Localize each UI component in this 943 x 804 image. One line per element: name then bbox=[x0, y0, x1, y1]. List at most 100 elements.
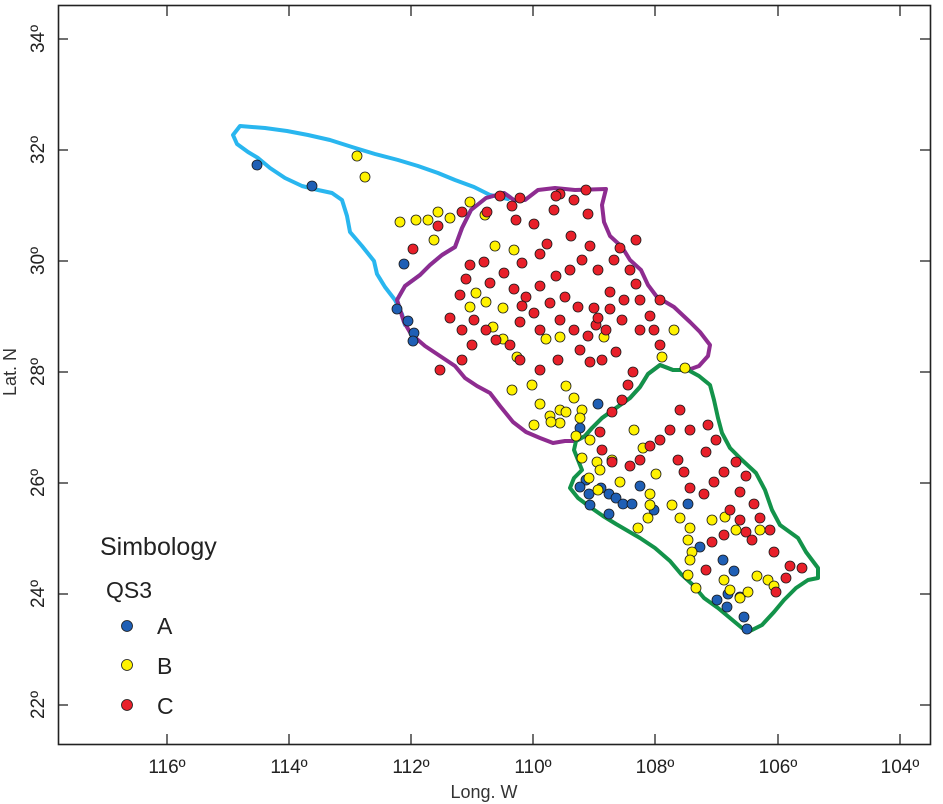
x-tick-label: 104º bbox=[881, 757, 920, 778]
site-marker-c bbox=[618, 294, 630, 306]
map-frame bbox=[57, 4, 932, 746]
site-marker-c bbox=[516, 300, 528, 312]
site-marker-b bbox=[410, 214, 422, 226]
site-marker-c bbox=[706, 536, 718, 548]
site-marker-b bbox=[554, 417, 566, 429]
site-marker-a bbox=[741, 623, 753, 635]
site-marker-c bbox=[506, 200, 518, 212]
site-marker-c bbox=[544, 297, 556, 309]
site-marker-c bbox=[582, 208, 594, 220]
region-outline-northwest bbox=[231, 124, 512, 327]
site-marker-c bbox=[588, 302, 600, 314]
site-marker-c bbox=[456, 324, 468, 336]
site-marker-a bbox=[711, 594, 723, 606]
site-marker-c bbox=[584, 356, 596, 368]
legend-label-b: B bbox=[157, 653, 172, 679]
site-marker-b bbox=[690, 582, 702, 594]
site-marker-b bbox=[724, 584, 736, 596]
site-marker-b bbox=[742, 586, 754, 598]
site-marker-b bbox=[359, 171, 371, 183]
site-marker-b bbox=[464, 301, 476, 313]
site-marker-b bbox=[508, 244, 520, 256]
site-marker-a bbox=[592, 398, 604, 410]
site-marker-c bbox=[796, 562, 808, 574]
site-marker-c bbox=[584, 240, 596, 252]
site-marker-b bbox=[422, 214, 434, 226]
site-marker-c bbox=[604, 303, 616, 315]
site-marker-c bbox=[610, 346, 622, 358]
site-marker-c bbox=[498, 267, 510, 279]
site-marker-c bbox=[700, 564, 712, 576]
site-marker-c bbox=[454, 289, 466, 301]
y-tick-label: 26º bbox=[28, 469, 49, 497]
site-marker-c bbox=[710, 434, 722, 446]
site-marker-b bbox=[497, 302, 509, 314]
site-marker-c bbox=[534, 324, 546, 336]
site-marker-b bbox=[734, 592, 746, 604]
site-marker-b bbox=[576, 452, 588, 464]
site-marker-c bbox=[748, 498, 760, 510]
site-marker-c bbox=[724, 504, 736, 516]
site-marker-b bbox=[628, 424, 640, 436]
site-marker-c bbox=[596, 354, 608, 366]
site-marker-b bbox=[614, 476, 626, 488]
site-marker-c bbox=[514, 354, 526, 366]
site-marker-b bbox=[730, 524, 742, 536]
y-axis-title: Lat. N bbox=[0, 348, 20, 396]
site-marker-c bbox=[784, 560, 796, 572]
site-marker-c bbox=[624, 264, 636, 276]
site-marker-a bbox=[694, 541, 706, 553]
site-marker-c bbox=[606, 456, 618, 468]
site-marker-c bbox=[434, 364, 446, 376]
y-tick-label: 34º bbox=[28, 25, 49, 53]
site-marker-b bbox=[684, 554, 696, 566]
site-marker-b bbox=[394, 216, 406, 228]
site-marker-b bbox=[470, 287, 482, 299]
site-marker-b bbox=[583, 472, 595, 484]
site-marker-c bbox=[734, 514, 746, 526]
site-marker-c bbox=[514, 192, 526, 204]
site-marker-c bbox=[780, 572, 792, 584]
site-marker-a bbox=[610, 492, 622, 504]
site-marker-b bbox=[584, 434, 596, 446]
site-marker-b bbox=[554, 331, 566, 343]
site-marker-c bbox=[568, 324, 580, 336]
site-marker-c bbox=[552, 354, 564, 366]
site-marker-c bbox=[654, 339, 666, 351]
site-marker-b bbox=[528, 419, 540, 431]
site-marker-c bbox=[740, 470, 752, 482]
site-marker-c bbox=[708, 476, 720, 488]
x-tick-label: 116º bbox=[148, 757, 185, 778]
site-marker-b bbox=[668, 324, 680, 336]
x-tick-labels: 116º 114º 112º 110º 108º 106º 104º bbox=[148, 757, 919, 778]
site-marker-c bbox=[616, 394, 628, 406]
site-marker-a bbox=[717, 554, 729, 566]
site-marker-c bbox=[516, 257, 528, 269]
site-marker-a bbox=[574, 481, 586, 493]
site-marker-c bbox=[554, 314, 566, 326]
legend-marker-c bbox=[121, 699, 133, 711]
site-marker-b bbox=[644, 488, 656, 500]
site-marker-b bbox=[506, 384, 518, 396]
site-marker-c bbox=[534, 248, 546, 260]
legend-marker-a bbox=[121, 620, 133, 632]
site-marker-c bbox=[654, 294, 666, 306]
y-tick-label: 24º bbox=[28, 580, 49, 608]
site-marker-c bbox=[624, 460, 636, 472]
site-marker-c bbox=[764, 524, 776, 536]
x-ticks bbox=[166, 6, 901, 744]
site-marker-c bbox=[622, 379, 634, 391]
y-tick-label: 28º bbox=[28, 358, 49, 386]
site-marker-c bbox=[627, 366, 639, 378]
site-marker-c bbox=[648, 324, 660, 336]
site-marker-c bbox=[568, 194, 580, 206]
site-marker-c bbox=[508, 283, 520, 295]
site-marker-c bbox=[634, 454, 646, 466]
site-marker-c bbox=[510, 214, 522, 226]
site-marker-a bbox=[682, 498, 694, 510]
site-marker-c bbox=[528, 307, 540, 319]
site-marker-b bbox=[656, 351, 668, 363]
site-marker-c bbox=[746, 534, 758, 546]
site-marker-c bbox=[478, 256, 490, 268]
site-marker-a bbox=[407, 335, 419, 347]
